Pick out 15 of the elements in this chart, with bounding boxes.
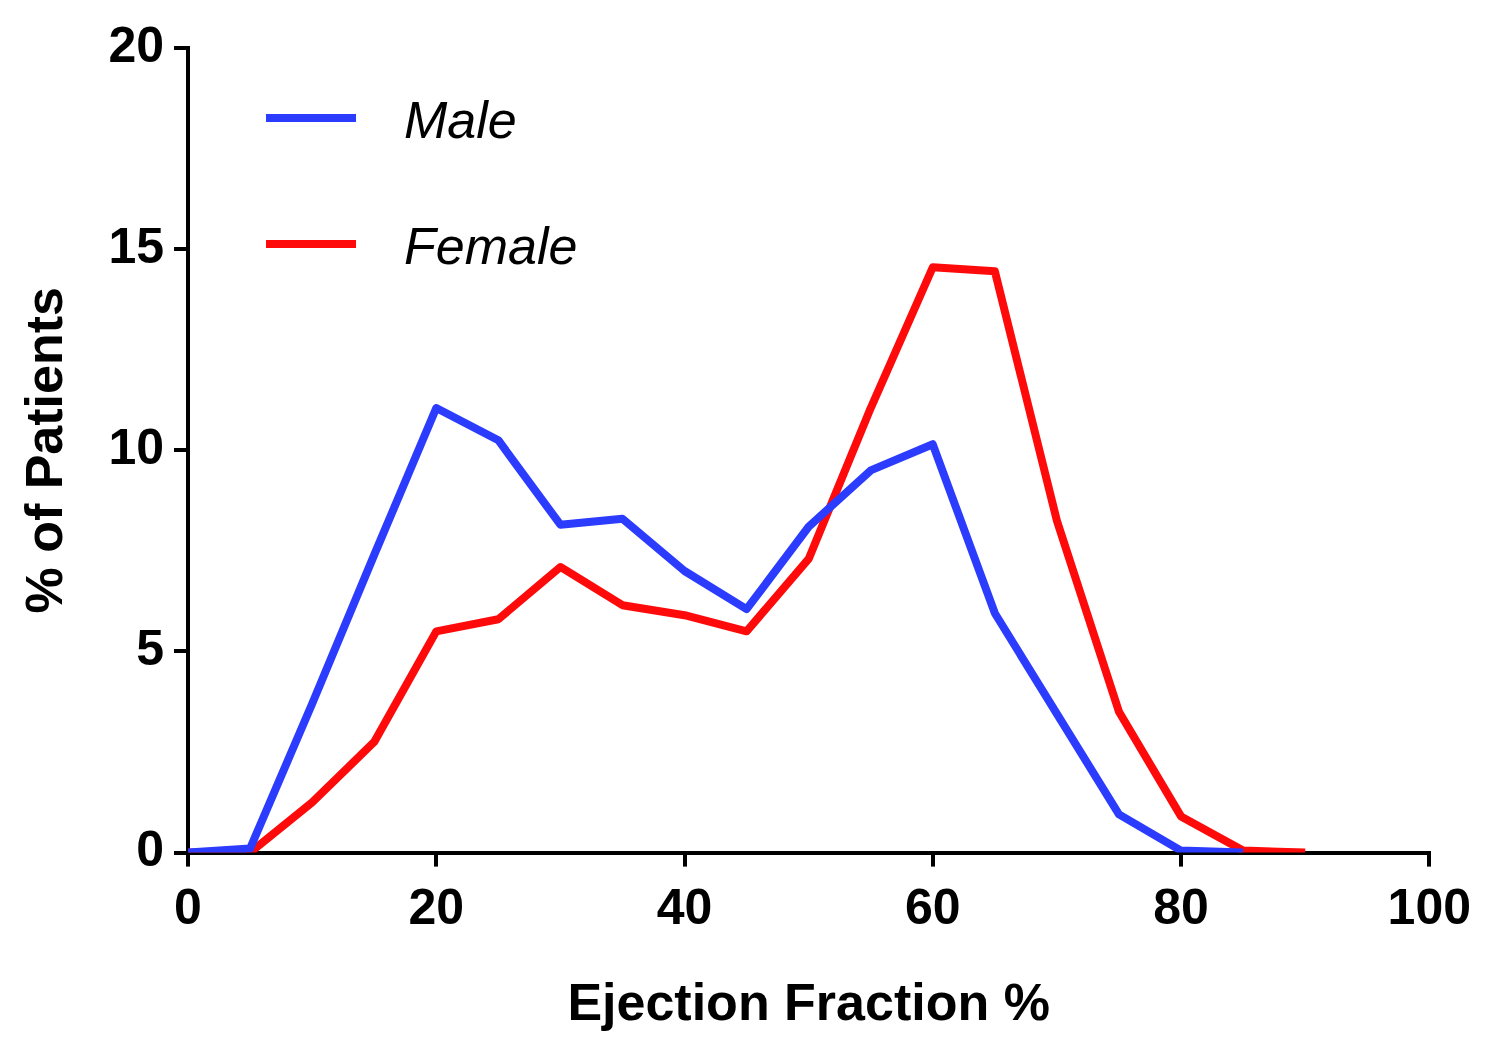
y-tick-label: 10	[108, 419, 165, 476]
x-tick-label: 0	[174, 879, 202, 936]
legend-label: Male	[404, 91, 517, 150]
legend-label: Female	[404, 217, 578, 276]
x-tick-label: 60	[904, 879, 961, 936]
y-tick-label: 20	[108, 16, 165, 73]
y-tick-label: 15	[108, 217, 165, 274]
y-axis-title: % of Patients	[14, 287, 73, 614]
y-tick-label: 0	[136, 821, 165, 878]
x-tick-label: 20	[408, 879, 465, 936]
x-tick-label: 40	[656, 879, 713, 936]
x-tick-label: 80	[1153, 879, 1209, 936]
y-tick-label: 5	[136, 620, 165, 677]
x-tick-label: 100	[1387, 879, 1472, 936]
x-axis-title: Ejection Fraction %	[567, 973, 1050, 1032]
